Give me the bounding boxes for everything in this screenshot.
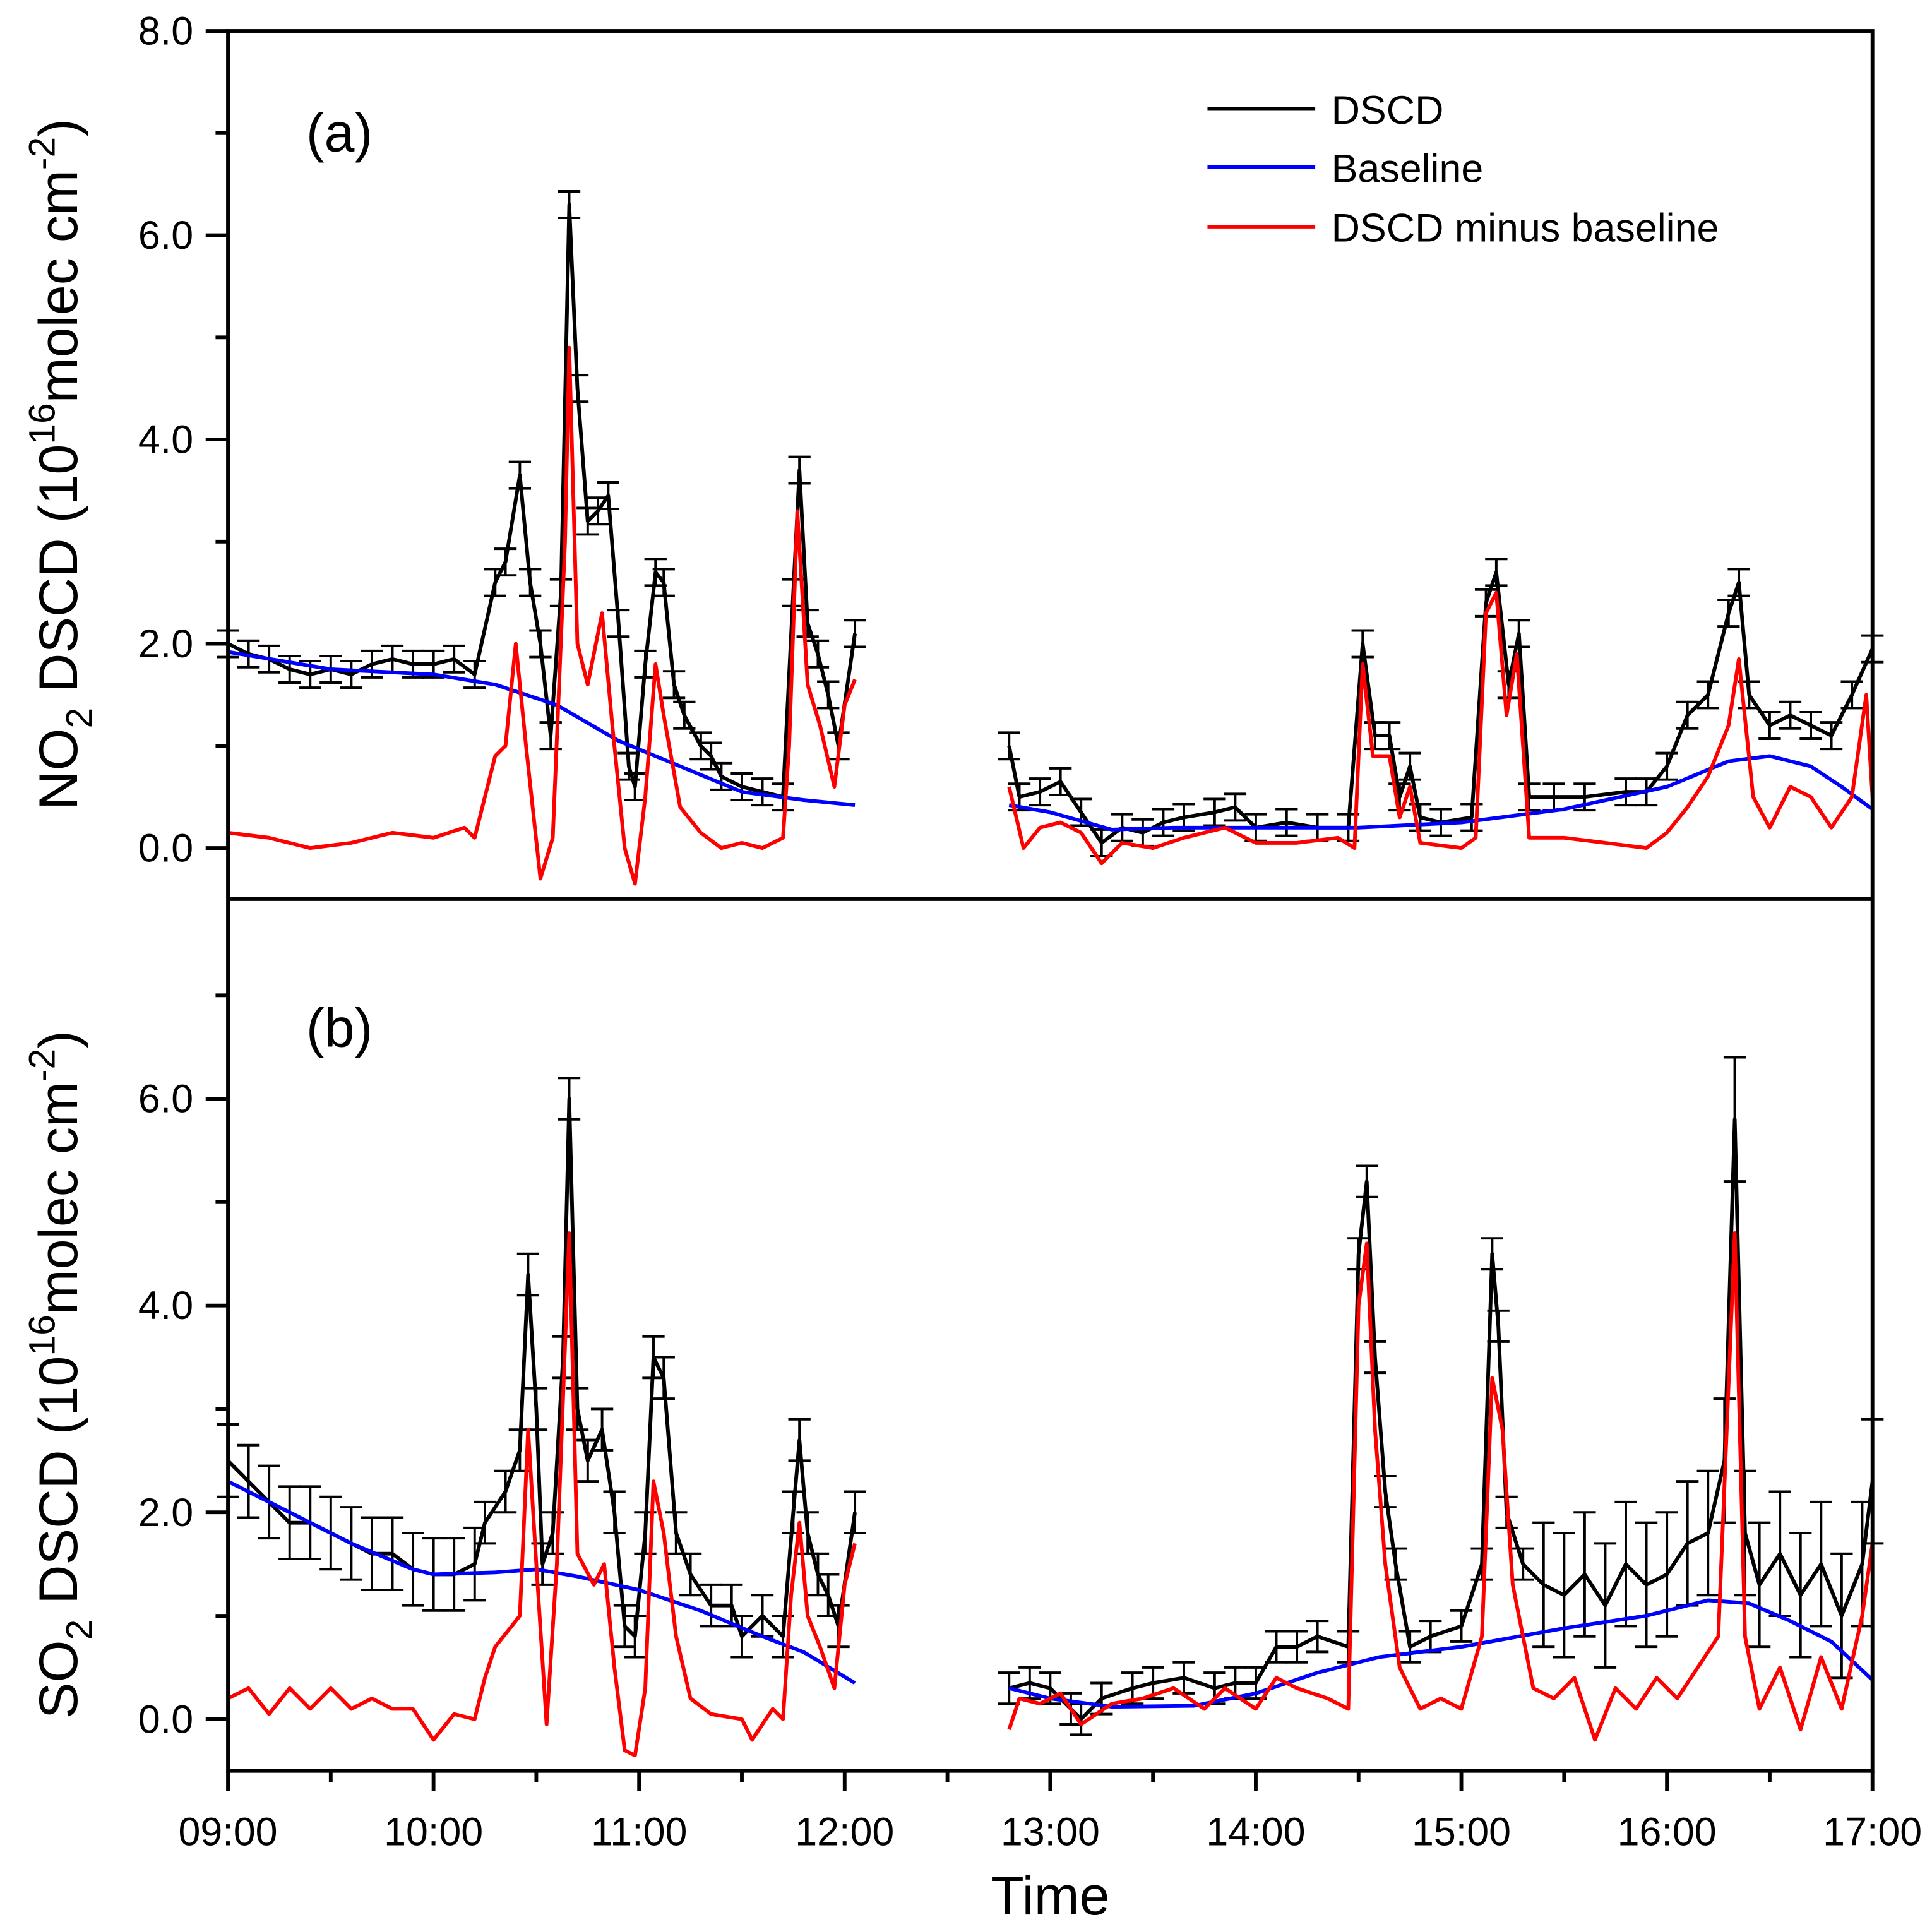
y-tick-label: 8.0: [138, 9, 193, 54]
y-tick-label: 4.0: [138, 1284, 193, 1328]
baseline-line: [227, 650, 856, 807]
y-tick-label: 6.0: [138, 1077, 193, 1121]
x-tick-label: 09:00: [179, 1810, 278, 1854]
dscd-minus-baseline-line: [1007, 1231, 1875, 1742]
y-tick-label: 0.0: [138, 1697, 193, 1741]
y-tick-label: 0.0: [138, 827, 193, 871]
x-tick-label: 11:00: [591, 1810, 687, 1854]
x-axis-title: Time: [991, 1866, 1110, 1922]
y-tick-label: 2.0: [138, 622, 193, 666]
legend: DSCD Baseline DSCD minus baseline: [1207, 88, 1719, 250]
x-tick-label: 13:00: [1001, 1810, 1100, 1854]
y-tick-label: 4.0: [138, 418, 193, 462]
legend-label-diff: DSCD minus baseline: [1332, 206, 1719, 250]
baseline-line: [1008, 754, 1874, 832]
dscd-line: [1008, 1117, 1875, 1721]
y-axis-title-b: SO2 DSCD (1016molec cm-2): [21, 1030, 100, 1719]
panel-label-b: (b): [306, 998, 373, 1058]
legend-label-baseline: Baseline: [1332, 146, 1484, 191]
panel-label-a: (a): [306, 102, 373, 163]
y-axis-title-a: NO2 DSCD (1016molec cm-2): [21, 119, 100, 810]
x-tick-label: 16:00: [1618, 1810, 1717, 1854]
dscd-minus-baseline-line: [227, 345, 857, 886]
x-tick-label: 14:00: [1206, 1810, 1305, 1854]
x-tick-label: 15:00: [1412, 1810, 1511, 1854]
legend-label-dscd: DSCD: [1332, 88, 1444, 133]
y-tick-label: 2.0: [138, 1491, 193, 1535]
x-tick-label: 12:00: [795, 1810, 894, 1854]
baseline-line: [1008, 1598, 1874, 1709]
x-tick-label: 10:00: [384, 1810, 483, 1854]
panel-a-no2: [217, 190, 1884, 886]
tick-marks: 0.0 2.0 4.0 6.0 8.0 0.0 2.0 4.0 6.0 09:00 10:00 11:…: [138, 9, 1922, 1854]
dscd-minus-baseline-line: [227, 1231, 857, 1758]
x-tick-label: 17:00: [1823, 1810, 1922, 1854]
dscd-minus-baseline-line: [1007, 590, 1875, 866]
y-tick-label: 6.0: [138, 213, 193, 258]
